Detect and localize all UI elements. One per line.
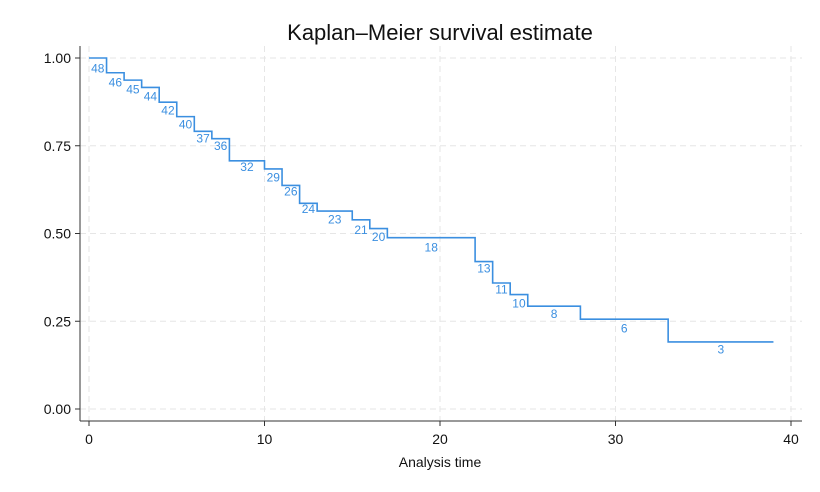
at-risk-label: 36: [214, 139, 228, 153]
at-risk-label: 40: [179, 118, 193, 132]
at-risk-label: 18: [425, 241, 439, 255]
x-tick-label: 0: [85, 431, 93, 447]
at-risk-label: 11: [495, 283, 508, 297]
at-risk-label: 29: [267, 170, 281, 184]
x-tick-label: 20: [432, 431, 448, 447]
y-tick-label: 1.00: [44, 50, 71, 66]
at-risk-label: 10: [512, 297, 526, 311]
at-risk-label: 21: [354, 223, 368, 237]
at-risk-label: 6: [621, 321, 628, 335]
at-risk-label: 42: [161, 104, 175, 118]
at-risk-label: 32: [240, 160, 254, 174]
x-tick-label: 40: [783, 431, 799, 447]
tick-labels: 0.00 0.25 0.50 0.75 1.00 0 10 20 30 40: [44, 50, 799, 447]
y-tick-label: 0.00: [44, 401, 71, 417]
at-risk-label: 46: [109, 76, 123, 90]
x-tick-label: 30: [608, 431, 624, 447]
at-risk-label: 3: [717, 342, 724, 356]
at-risk-label: 45: [126, 83, 140, 97]
survival-curve-line: [89, 57, 774, 343]
axes: [75, 46, 802, 426]
at-risk-label: 13: [477, 262, 491, 276]
at-risk-label: 23: [328, 212, 342, 226]
grid-lines: [80, 46, 802, 421]
at-risk-label: 24: [302, 202, 316, 216]
y-tick-label: 0.50: [44, 226, 71, 242]
chart-title: Kaplan–Meier survival estimate: [287, 20, 593, 45]
at-risk-label: 20: [372, 230, 386, 244]
x-tick-label: 10: [257, 431, 273, 447]
x-axis-title: Analysis time: [399, 454, 482, 470]
y-tick-label: 0.25: [44, 313, 71, 329]
at-risk-label: 26: [284, 184, 298, 198]
at-risk-label: 44: [144, 90, 158, 104]
at-risk-label: 37: [196, 132, 210, 146]
at-risk-label: 8: [551, 307, 558, 321]
at-risk-label: 48: [91, 62, 105, 76]
y-tick-label: 0.75: [44, 138, 71, 154]
at-risk-labels: 4846454442403736322926242321201813111086…: [91, 62, 724, 357]
survival-curve-group: [89, 57, 774, 343]
